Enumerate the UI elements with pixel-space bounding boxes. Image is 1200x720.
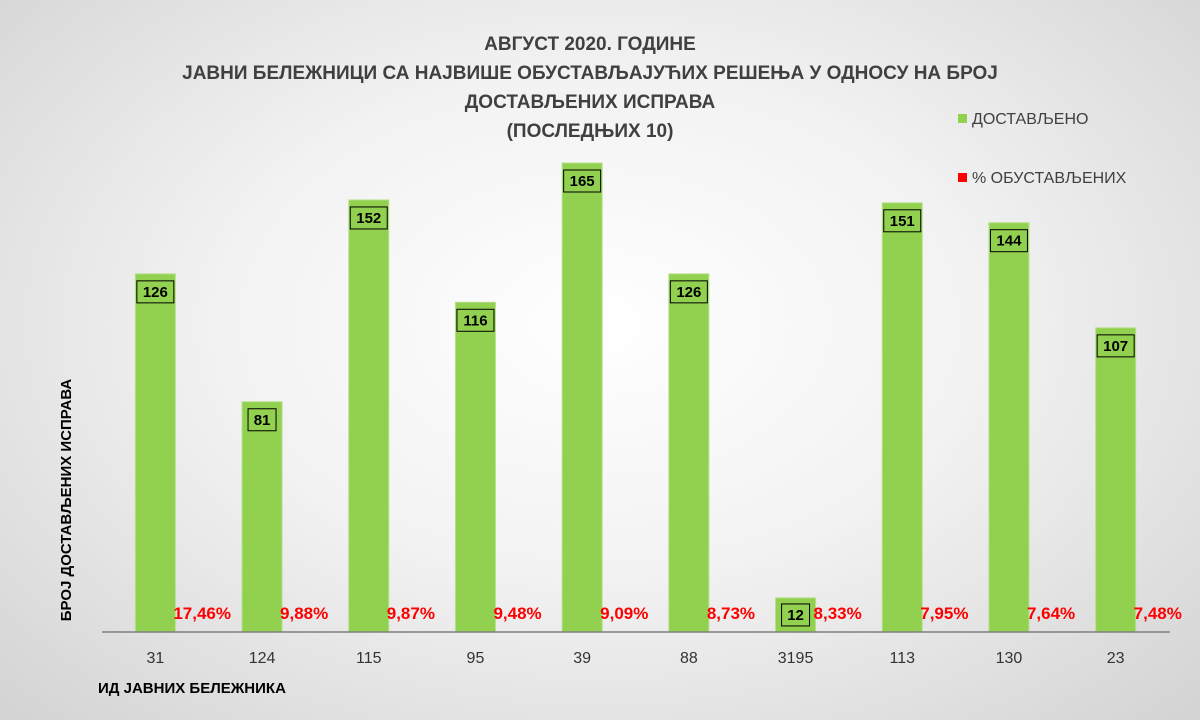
- chart-title-line: ЈАВНИ БЕЛЕЖНИЦИ СА НАЈВИШЕ ОБУСТАВЉАЈУЋИ…: [182, 63, 998, 84]
- value-label: 144: [996, 233, 1022, 250]
- value-label-box: [1096, 334, 1135, 358]
- percent-label: 8,73%: [707, 604, 755, 623]
- x-axis-title: ИД ЈАВНИХ БЕЛЕЖНИКА: [98, 680, 286, 697]
- percent-label: 9,48%: [493, 604, 541, 623]
- chart-title-line: (ПОСЛЕДЊИХ 10): [507, 121, 674, 142]
- percent-label: 9,87%: [387, 604, 435, 623]
- bar: [561, 162, 603, 633]
- value-label-box: [883, 209, 922, 233]
- percent-labels: 17,46% 9,88% 9,87% 9,48% 9,09% 8,73% 8,33% 7,95…: [173, 604, 1182, 623]
- value-label-box: [456, 308, 495, 332]
- bar: [881, 202, 923, 633]
- percent-label: 7,48%: [1134, 604, 1182, 623]
- value-label-box: [136, 280, 175, 304]
- chart-title-line: ДОСТАВЉЕНИХ ИСПРАВА: [465, 92, 716, 113]
- value-label-box: [989, 229, 1028, 253]
- percent-label: 7,95%: [920, 604, 968, 623]
- percent-label: 9,88%: [280, 604, 328, 623]
- legend-swatch: [958, 173, 967, 182]
- percent-label: 9,09%: [600, 604, 648, 623]
- chart-title: АВГУСТ 2020. ГОДИНЕ ЈАВНИ БЕЛЕЖНИЦИ СА НА…: [182, 34, 998, 142]
- bars: 126 81 152 116 165 126 12 151 144 107: [134, 162, 1137, 633]
- bar: [1095, 327, 1137, 633]
- bar: [348, 199, 390, 633]
- category-label: 3195: [778, 650, 814, 667]
- value-label-box: [781, 603, 811, 627]
- value-label: 126: [143, 284, 168, 301]
- value-label-box: [669, 280, 708, 304]
- bar: [668, 273, 710, 633]
- category-label: 31: [146, 650, 164, 667]
- y-axis-title: БРОЈ ДОСТАВЉЕНИХ ИСПРАВА: [58, 379, 75, 622]
- chart-title-line: АВГУСТ 2020. ГОДИНЕ: [484, 34, 696, 55]
- value-label: 126: [676, 284, 701, 301]
- bar: [241, 401, 283, 633]
- value-label-box: [563, 169, 602, 193]
- legend-label: ДОСТАВЉЕНО: [972, 111, 1088, 128]
- category-labels: 31 124 115 95 39 88 3195 113 130 23: [146, 650, 1124, 667]
- category-label: 23: [1107, 650, 1125, 667]
- percent-label: 7,64%: [1027, 604, 1075, 623]
- category-label: 124: [249, 650, 276, 667]
- percent-label: 17,46%: [173, 604, 231, 623]
- value-label: 81: [254, 412, 271, 429]
- value-label: 116: [463, 312, 487, 329]
- category-label: 39: [573, 650, 591, 667]
- value-label-box: [247, 408, 277, 432]
- legend-label: % ОБУСТАВЉЕНИХ: [972, 170, 1127, 187]
- value-label: 151: [890, 213, 915, 230]
- category-label: 130: [996, 650, 1023, 667]
- category-label: 113: [889, 650, 915, 667]
- legend: ДОСТАВЉЕНО % ОБУСТАВЉЕНИХ: [958, 111, 1127, 187]
- category-label: 95: [467, 650, 485, 667]
- percent-label: 8,33%: [814, 604, 862, 623]
- value-label: 165: [570, 173, 595, 190]
- value-label: 152: [356, 210, 381, 227]
- value-label: 12: [787, 607, 804, 624]
- bar: [988, 222, 1030, 633]
- bar: [134, 273, 176, 633]
- value-label-box: [349, 206, 388, 230]
- legend-swatch: [958, 114, 967, 123]
- bar: [454, 301, 496, 633]
- category-label: 88: [680, 650, 698, 667]
- value-label: 107: [1103, 338, 1128, 355]
- category-label: 115: [356, 650, 382, 667]
